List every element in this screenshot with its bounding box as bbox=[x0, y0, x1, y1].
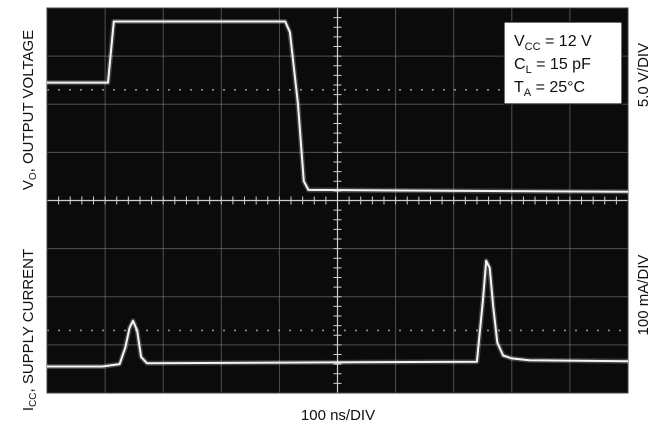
conditions-box-frame bbox=[503, 21, 623, 105]
condition-vcc: VCC = 12 V bbox=[514, 33, 592, 53]
scope-border bbox=[46, 7, 629, 394]
right-label-ma-per-div: 100 mA/DIV bbox=[635, 255, 651, 336]
scope-traces bbox=[47, 19, 629, 369]
supply-current-trace bbox=[47, 259, 629, 368]
right-label-volts-per-div: 5.0 V/DIV bbox=[635, 43, 651, 107]
output-voltage-trace bbox=[47, 20, 629, 193]
left-label-supply-current: ICC, SUPPLY CURRENT bbox=[20, 249, 39, 411]
x-axis-label: 100 ns/DIV bbox=[301, 407, 375, 424]
test-conditions-box: VCC = 12 V CL = 15 pF TA = 25°C bbox=[503, 21, 623, 105]
left-label-output-voltage: VO, OUTPUT VOLTAGE bbox=[20, 30, 39, 190]
condition-cl: CL = 15 pF bbox=[514, 56, 591, 76]
condition-ta: TA = 25°C bbox=[514, 79, 585, 99]
